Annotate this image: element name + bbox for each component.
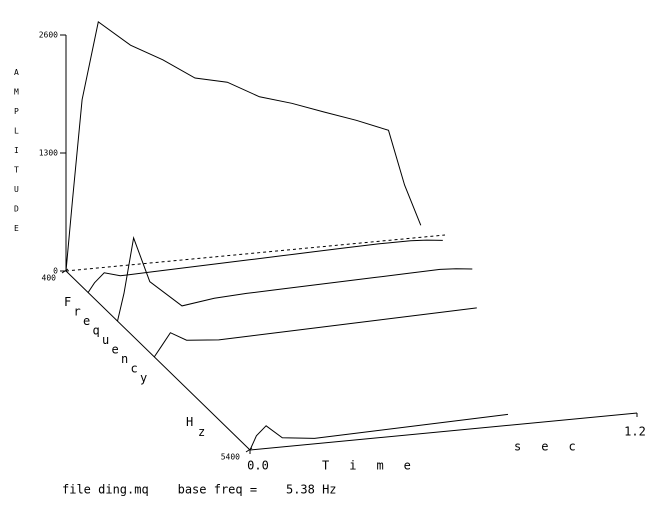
frequency-axis <box>65 270 251 451</box>
x-tick-label: 1.2 <box>624 425 646 439</box>
partial-line <box>65 21 422 272</box>
partial-line <box>87 239 443 293</box>
frequency-label: Frequency <box>64 295 147 385</box>
x-tick-label: 0.0 <box>247 459 269 473</box>
partial-line <box>153 307 477 358</box>
x-axis-label: Time <box>322 459 431 473</box>
f-tick-label: 400 <box>42 274 57 283</box>
partial-line <box>249 413 509 451</box>
z-tick-label: 2600 <box>39 31 58 40</box>
partial-line <box>117 235 473 322</box>
z-tick-label: 1300 <box>39 149 58 158</box>
frequency-unit: Hz <box>186 415 205 439</box>
x-axis-unit: sec <box>514 440 596 454</box>
f-tick <box>61 268 69 274</box>
footer: file ding.mq base freq = 5.38 Hz <box>62 483 337 497</box>
z-tick-label: 0 <box>53 267 58 276</box>
time-axis <box>249 412 638 451</box>
f-tick-label: 5400 <box>221 453 240 462</box>
reference-line <box>65 234 446 272</box>
